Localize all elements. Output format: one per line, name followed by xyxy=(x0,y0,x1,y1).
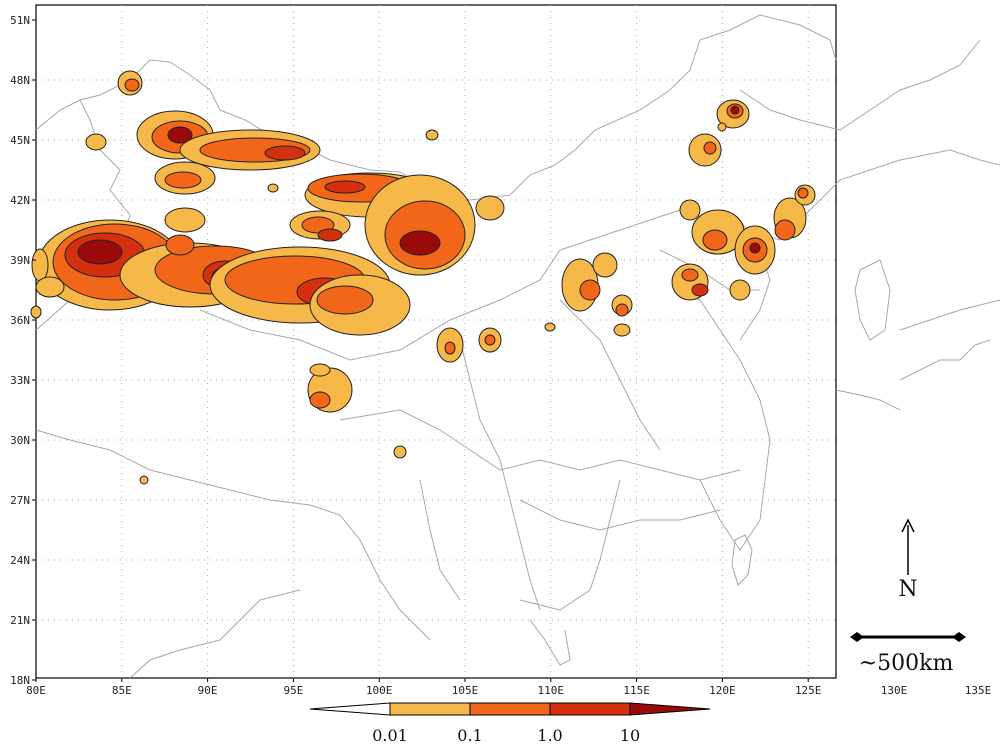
lat-label: 18N xyxy=(10,674,30,687)
lon-label: 110E xyxy=(538,684,565,697)
lat-label: 42N xyxy=(10,194,30,207)
concentration-contour xyxy=(579,279,601,301)
lat-label: 24N xyxy=(10,554,30,567)
colorbar-label: 10 xyxy=(620,726,640,745)
concentration-contour xyxy=(85,133,107,151)
colorbar-label: 0.1 xyxy=(457,726,482,745)
colorbar: 0.01 0.1 1.0 10 xyxy=(309,702,711,745)
colorbar-segment xyxy=(549,702,631,716)
lat-label: 27N xyxy=(10,494,30,507)
colorbar-label: 1.0 xyxy=(537,726,562,745)
lon-label: 105E xyxy=(452,684,479,697)
concentration-contour xyxy=(729,279,751,301)
scale-label: ~500km xyxy=(859,651,954,676)
concentration-contour xyxy=(267,183,279,193)
longitude-labels: 80E 85E 90E 95E 100E 105E 110E 115E 120E 125E 130E… xyxy=(26,678,991,697)
lat-label: 45N xyxy=(10,134,30,147)
lon-label: 80E xyxy=(26,684,46,697)
concentration-contour xyxy=(774,219,796,241)
lon-label: 115E xyxy=(623,684,650,697)
concentration-contour xyxy=(165,234,195,256)
lat-label: 51N xyxy=(10,14,30,27)
lat-label: 33N xyxy=(10,374,30,387)
lat-label: 39N xyxy=(10,254,30,267)
graticule xyxy=(36,5,836,678)
concentration-contour xyxy=(703,141,717,155)
concentration-contour xyxy=(31,248,49,282)
concentration-contour xyxy=(393,445,407,459)
concentration-contour xyxy=(309,363,331,377)
latitude-labels: 51N 48N 45N 42N 39N 36N 33N 30N 27N 24N 21N 18N xyxy=(10,14,36,687)
lon-label: 130E xyxy=(881,684,908,697)
concentration-contour xyxy=(139,475,149,485)
lon-label: 95E xyxy=(283,684,303,697)
colorbar-segment xyxy=(389,702,471,716)
concentration-contour xyxy=(399,230,441,256)
concentration-contour xyxy=(681,268,699,282)
concentration-contour xyxy=(592,252,618,278)
lon-label: 100E xyxy=(366,684,393,697)
concentration-contour xyxy=(167,126,193,144)
concentration-contour xyxy=(164,171,202,189)
concentration-contour xyxy=(544,322,556,332)
lon-label: 125E xyxy=(795,684,822,697)
lat-label: 21N xyxy=(10,614,30,627)
lon-label: 120E xyxy=(709,684,736,697)
concentration-contour xyxy=(316,285,374,315)
concentration-contour xyxy=(77,239,123,265)
concentration-contour xyxy=(730,105,740,115)
concentration-contour xyxy=(749,242,761,254)
concentration-contour xyxy=(264,145,306,161)
lon-label: 85E xyxy=(112,684,132,697)
lat-label: 36N xyxy=(10,314,30,327)
concentration-contour xyxy=(475,195,505,221)
concentration-contour xyxy=(309,391,331,409)
concentration-contour xyxy=(35,276,65,298)
concentration-contour xyxy=(124,78,140,92)
concentration-contour xyxy=(691,283,709,297)
admin-borders xyxy=(35,14,1000,679)
concentration-contour xyxy=(484,334,496,346)
north-arrow: N xyxy=(898,518,918,602)
concentration-contour xyxy=(317,228,343,242)
concentration-contour xyxy=(797,187,809,199)
concentration-contour xyxy=(30,305,42,319)
concentration-contour xyxy=(717,122,727,132)
concentration-contour xyxy=(679,199,701,221)
colorbar-segment xyxy=(469,702,551,716)
concentration-contour xyxy=(425,129,439,141)
lon-label: 135E xyxy=(965,684,992,697)
map-frame xyxy=(35,4,837,679)
scale-bar: ~500km xyxy=(850,632,966,676)
concentration-field xyxy=(30,70,816,485)
concentration-contour xyxy=(615,303,629,317)
colorbar-label: 0.01 xyxy=(372,726,408,745)
lat-label: 48N xyxy=(10,74,30,87)
concentration-contour xyxy=(444,341,456,355)
concentration-contour xyxy=(613,323,631,337)
concentration-contour xyxy=(324,180,366,194)
concentration-contour xyxy=(702,229,728,251)
lat-label: 30N xyxy=(10,434,30,447)
lon-label: 90E xyxy=(198,684,218,697)
north-label: N xyxy=(898,577,917,602)
concentration-contour xyxy=(164,207,206,233)
